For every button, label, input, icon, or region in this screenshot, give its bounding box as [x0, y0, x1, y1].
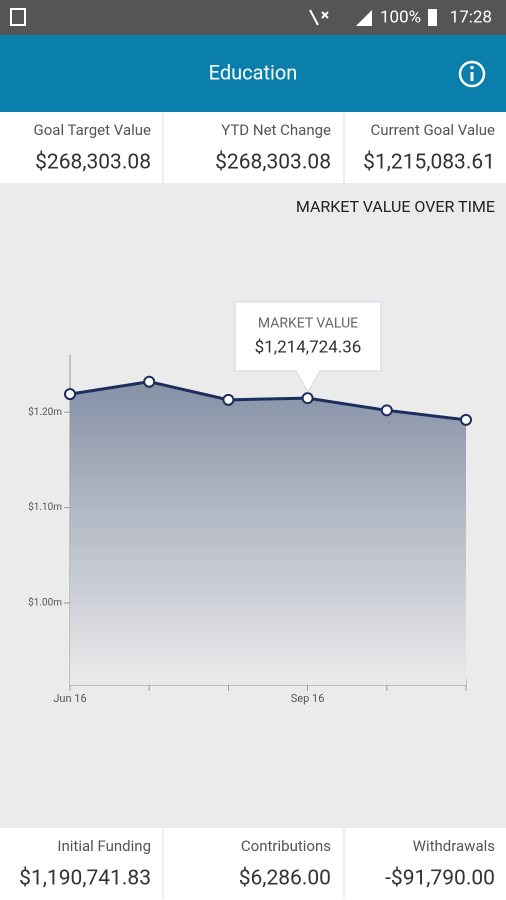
point: [64, 388, 76, 401]
mute-icon: [309, 9, 329, 26]
status-bar: [0, 0, 506, 35]
area: [70, 381, 466, 685]
time: 17:28: [450, 7, 492, 27]
status-icon: [10, 8, 26, 26]
battery-icon: [428, 9, 437, 26]
y-tick-label: $1.10m: [28, 500, 62, 513]
x-tick-label: Jun 16: [53, 692, 86, 705]
signal-icon: [356, 10, 372, 26]
info-button[interactable]: [458, 60, 486, 88]
point: [380, 404, 393, 417]
line: [69, 380, 467, 422]
summary-row: [0, 112, 506, 183]
summary-value: $1,215,083.61: [363, 151, 495, 175]
x-tick-label: Sep 16: [291, 692, 325, 705]
point: [143, 375, 156, 388]
summary-value: $268,303.08: [215, 151, 331, 175]
footer-label: Initial Funding: [57, 837, 151, 855]
y-tick-label: $1.20m: [28, 405, 62, 418]
footer-row: [0, 828, 506, 900]
summary-label: YTD Net Change: [221, 121, 331, 139]
y-tick-label: $1.00m: [28, 596, 62, 609]
tooltip-value: $1,214,724.36: [255, 337, 362, 357]
point: [301, 392, 314, 405]
footer-value: $6,286.00: [239, 867, 331, 891]
point: [222, 393, 235, 406]
chart-title: MARKET VALUE OVER TIME: [296, 197, 495, 216]
app-bar: [0, 35, 506, 112]
tooltip: MARKET VALUE $1,214,724.36: [234, 301, 382, 394]
summary-value: $268,303.08: [35, 151, 151, 175]
footer-value: $1,190,741.83: [19, 867, 151, 891]
footer-label: Contributions: [241, 837, 331, 855]
battery-text: 100%: [380, 7, 421, 27]
footer-label: Withdrawals: [413, 837, 495, 855]
tooltip-label: MARKET VALUE: [258, 316, 358, 332]
footer-value: -$91,790.00: [385, 867, 495, 891]
summary-label: Current Goal Value: [371, 121, 496, 139]
point: [460, 413, 472, 426]
page-title: Education: [209, 60, 298, 84]
summary-label: Goal Target Value: [34, 121, 152, 139]
